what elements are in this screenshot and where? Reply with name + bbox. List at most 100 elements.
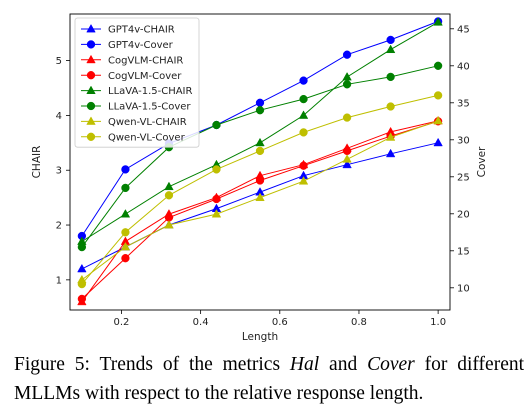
series-llava-1-5-cover — [77, 61, 443, 252]
data-point-cogvlm-cover — [121, 254, 130, 263]
y2-tick-label: 15 — [457, 246, 470, 257]
plot-frame — [69, 13, 451, 311]
legend-entry-cogvlm-chair: CogVLM-CHAIR — [81, 54, 183, 66]
legend: GPT4v-CHAIR GPT4v-Cover CogVLM-CHAIR CogVLM… — [74, 17, 200, 148]
y2-tick-label: 35 — [457, 98, 470, 109]
data-point-llava-1-5-cover — [386, 72, 395, 82]
legend-entry-llava-1-5-cover: LLaVA-1.5-Cover — [81, 102, 191, 113]
legend-label: LLaVA-1.5-Cover — [108, 102, 191, 113]
legend-label: Qwen-VL-CHAIR — [108, 117, 187, 128]
line-chart: 0.2 0.4 0.6 0.8 1.0123451015202530354045Leng… — [31, 13, 488, 343]
data-point-qwen-vl-cover — [212, 165, 221, 174]
y-tick-label: 4 — [56, 111, 62, 122]
caption-hal: Hal — [289, 354, 320, 375]
plot-area — [77, 17, 443, 306]
data-point-llava-1-5-chair — [255, 137, 265, 147]
legend-label: GPT4v-Cover — [108, 40, 174, 51]
legend-label: CogVLM-CHAIR — [108, 55, 183, 66]
data-point-qwen-vl-chair — [120, 241, 131, 251]
legend-label: CogVLM-Cover — [108, 71, 182, 82]
legend-swatch-marker — [86, 101, 96, 111]
y2-tick-label: 25 — [457, 172, 470, 183]
series-cogvlm-cover — [77, 117, 443, 304]
data-point-gpt4v-cover — [386, 35, 395, 45]
y-axis-label: CHAIR — [31, 146, 43, 179]
legend-entry-cogvlm-cover: CogVLM-Cover — [81, 71, 182, 82]
data-point-cogvlm-cover — [299, 161, 308, 170]
data-point-qwen-vl-chair — [385, 132, 396, 141]
data-point-llava-1-5-cover — [121, 183, 130, 193]
legend-swatch-marker — [86, 54, 96, 64]
legend-entry-qwen-vl-cover: Qwen-VL-Cover — [81, 132, 186, 143]
data-point-qwen-vl-cover — [299, 128, 308, 137]
data-point-qwen-vl-cover — [386, 102, 395, 111]
legend-swatch-marker — [86, 85, 96, 94]
y-tick-label: 3 — [56, 166, 62, 177]
y2-tick-label: 10 — [457, 283, 470, 294]
caption-prefix: Figure 5: Trends of the metrics — [14, 354, 290, 375]
data-point-gpt4v-cover — [299, 76, 308, 85]
y-tick-label: 1 — [56, 275, 62, 286]
data-point-gpt4v-cover — [342, 50, 352, 59]
data-point-gpt4v-chair — [385, 148, 396, 158]
series-qwen-vl-cover — [77, 91, 443, 289]
legend-entry-llava-1-5-chair: LLaVA-1.5-CHAIR — [81, 85, 193, 97]
legend-swatch-marker — [86, 132, 96, 141]
axes: 0.2 0.4 0.6 0.8 1.0123451015202530354045Leng… — [31, 13, 488, 343]
data-point-qwen-vl-chair — [164, 220, 174, 229]
data-point-llava-1-5-chair — [433, 17, 443, 26]
data-point-qwen-vl-cover — [255, 146, 265, 156]
data-point-llava-1-5-chair — [120, 209, 131, 218]
legend-entry-gpt4v-cover: GPT4v-Cover — [81, 40, 174, 51]
caption-mid: and — [319, 354, 368, 375]
data-point-cogvlm-cover — [255, 176, 265, 185]
data-point-cogvlm-cover — [212, 194, 221, 204]
legend-entry-gpt4v-chair: GPT4v-CHAIR — [81, 23, 175, 36]
data-point-cogvlm-cover — [342, 146, 352, 156]
x-tick-label: 1.0 — [430, 317, 446, 328]
data-point-llava-1-5-cover — [255, 106, 265, 115]
data-point-llava-1-5-chair — [342, 72, 352, 81]
data-point-gpt4v-cover — [255, 98, 265, 107]
series-llava-1-5-chair — [77, 17, 443, 245]
legend-box — [74, 17, 200, 148]
series-line-gpt4v-chair — [81, 142, 439, 270]
data-point-llava-1-5-cover — [299, 94, 308, 104]
data-point-qwen-vl-cover — [164, 191, 174, 200]
legend-swatch-marker — [86, 116, 96, 125]
data-point-cogvlm-cover — [77, 294, 87, 304]
data-point-llava-1-5-chair — [298, 110, 309, 119]
data-point-qwen-vl-cover — [77, 279, 87, 289]
data-point-qwen-vl-chair — [342, 154, 352, 163]
data-point-gpt4v-chair — [433, 137, 443, 147]
data-point-gpt4v-chair — [342, 159, 352, 169]
x-tick-label: 0.4 — [193, 317, 209, 328]
y-tick-label: 5 — [56, 56, 62, 67]
data-point-qwen-vl-chair — [298, 176, 309, 185]
data-point-gpt4v-cover — [121, 165, 130, 174]
caption-suffix: for different MLLMs with respect to the … — [14, 354, 525, 404]
data-point-llava-1-5-chair — [385, 44, 396, 54]
data-point-qwen-vl-cover — [121, 228, 130, 237]
data-point-llava-1-5-cover — [433, 61, 443, 70]
data-point-gpt4v-chair — [77, 263, 87, 273]
legend-label: Qwen-VL-Cover — [108, 132, 186, 143]
legend-label: LLaVA-1.5-CHAIR — [108, 86, 193, 97]
legend-swatch-marker — [86, 40, 96, 49]
data-point-qwen-vl-chair — [433, 115, 443, 125]
data-point-llava-1-5-chair — [164, 181, 174, 191]
data-point-llava-1-5-cover — [212, 120, 221, 130]
y2-axis-label: Cover — [476, 146, 488, 177]
legend-swatch-marker — [86, 23, 96, 33]
x-axis-label: Length — [242, 331, 278, 343]
y-tick-label: 2 — [56, 221, 62, 232]
y2-tick-label: 20 — [457, 209, 470, 220]
data-point-qwen-vl-cover — [433, 91, 443, 100]
caption-cover: Cover — [367, 354, 415, 375]
x-tick-label: 0.6 — [272, 317, 288, 328]
data-point-llava-1-5-cover — [77, 242, 87, 252]
y2-tick-label: 40 — [457, 61, 470, 72]
data-point-qwen-vl-chair — [255, 192, 265, 202]
x-tick-label: 0.8 — [351, 317, 367, 328]
figure-caption: Figure 5: Trends of the metrics Hal and … — [14, 350, 524, 408]
